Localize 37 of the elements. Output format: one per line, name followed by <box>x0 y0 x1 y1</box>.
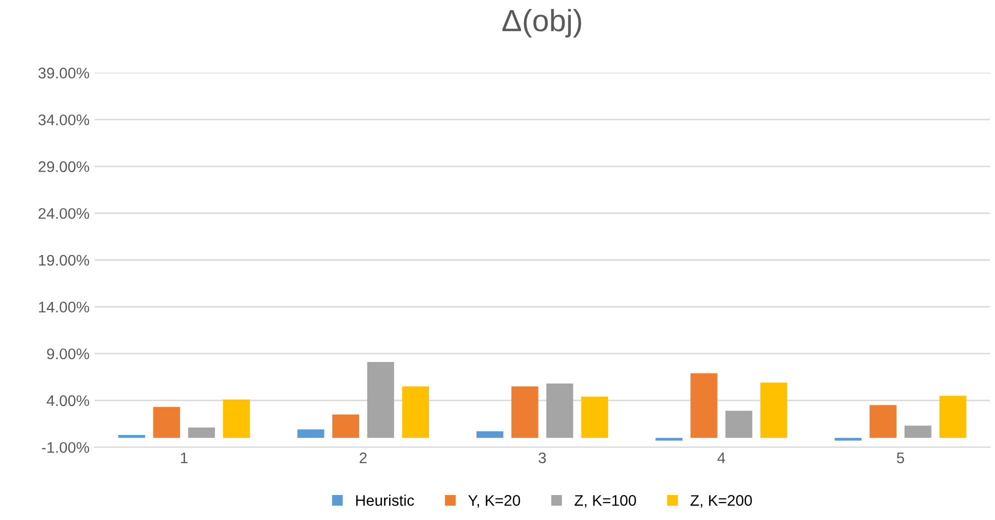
bar <box>223 399 250 438</box>
bar <box>546 384 574 438</box>
bar <box>511 386 538 438</box>
bar <box>297 429 324 438</box>
legend-label: Y, K=20 <box>468 495 520 508</box>
legend-label: Heuristic <box>356 494 414 506</box>
legend-label: Z, K=100 <box>574 495 636 508</box>
bar <box>904 426 932 438</box>
y-tick-label: 34.00% <box>38 114 90 126</box>
bar <box>367 362 394 438</box>
x-tick-label: 3 <box>538 452 546 464</box>
bar <box>332 414 360 438</box>
legend-label: Z, K=200 <box>690 495 752 508</box>
bar <box>581 396 608 438</box>
bar <box>725 410 752 438</box>
bar <box>760 382 788 438</box>
y-tick-label: 4.00% <box>46 395 90 406</box>
y-tick-label: 39.00% <box>38 68 90 78</box>
x-tick-label: 4 <box>717 452 726 464</box>
y-tick-label: 14.00% <box>39 302 90 312</box>
y-tick-label: 19.00% <box>39 254 90 266</box>
bar <box>402 386 429 438</box>
bar <box>153 406 180 438</box>
bar <box>939 396 966 438</box>
bar <box>870 405 896 438</box>
bar <box>476 431 504 438</box>
y-tick-label: 9.00% <box>47 348 90 360</box>
y-tick-label: -1.00% <box>42 442 90 453</box>
y-tick-label: 29.00% <box>38 161 90 172</box>
x-tick-label: 2 <box>360 452 367 464</box>
x-tick-label: 1 <box>180 452 188 464</box>
chart-title: Δ(obj) <box>502 8 582 38</box>
bar <box>118 435 146 438</box>
y-tick-label: 24.00% <box>38 208 90 219</box>
bar <box>690 373 718 438</box>
bar <box>188 428 215 438</box>
x-tick-label: 5 <box>896 452 904 464</box>
